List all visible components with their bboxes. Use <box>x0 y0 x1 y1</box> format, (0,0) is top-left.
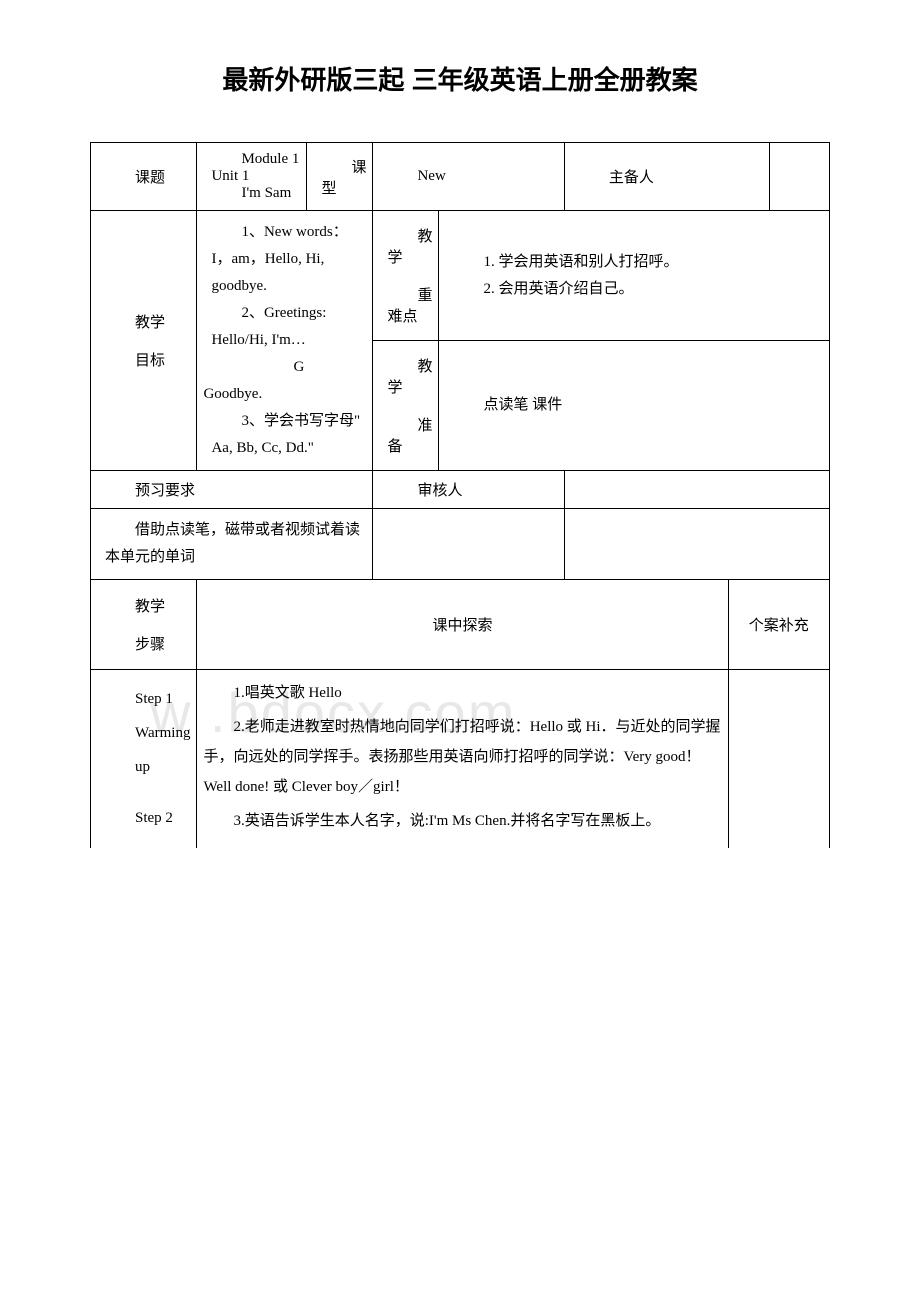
lesson-type-label: 课型 <box>307 143 373 211</box>
keypoints-label: 教学 重难点 <box>373 211 439 341</box>
step1-content: 1.唱英文歌 Hello 2.老师走进教室时热情地向同学们打招呼说：Hello … <box>197 670 728 849</box>
keypoints-content: 1. 学会用英语和别人打招呼。 2. 会用英语介绍自己。 <box>439 211 830 341</box>
table-row: 教学 步骤 课中探索 个案补充 <box>91 580 830 670</box>
reviewer-label: 审核人 <box>373 471 564 509</box>
preparation-content: 点读笔 课件 <box>439 341 830 471</box>
table-row: 预习要求 审核人 <box>91 471 830 509</box>
empty-cell <box>373 509 564 580</box>
supplement-label: 个案补充 <box>728 580 829 670</box>
objectives-content: 1、New words：I，am，Hello, Hi, goodbye. 2、G… <box>197 211 373 471</box>
steps-label: 教学 步骤 <box>91 580 197 670</box>
step1-label: Step 1 Warming up Step 2 <box>91 670 197 849</box>
preview-content: 借助点读笔，磁带或者视频试着读本单元的单词 <box>91 509 373 580</box>
preparation-label: 教学 准备 <box>373 341 439 471</box>
preparer-value <box>770 143 830 211</box>
steps-middle-label: 课中探索 <box>197 580 728 670</box>
step1-supplement <box>728 670 829 849</box>
table-row: 借助点读笔，磁带或者视频试着读本单元的单词 <box>91 509 830 580</box>
table-row: 教学 目标 1、New words：I，am，Hello, Hi, goodby… <box>91 211 830 341</box>
lesson-type-value: New <box>373 143 564 211</box>
table-row: Step 1 Warming up Step 2 1.唱英文歌 Hello 2.… <box>91 670 830 849</box>
reviewer-value <box>564 471 829 509</box>
document-title: 最新外研版三起 三年级英语上册全册教案 <box>90 60 830 97</box>
objectives-label: 教学 目标 <box>91 211 197 471</box>
lesson-title-label: 课题 <box>91 143 197 211</box>
lesson-title-value: Module 1 Unit 1 I'm Sam <box>197 143 307 211</box>
empty-cell <box>564 509 829 580</box>
preview-label: 预习要求 <box>91 471 373 509</box>
table-row: 课题 Module 1 Unit 1 I'm Sam 课型 New 主备人 <box>91 143 830 211</box>
preparer-label: 主备人 <box>564 143 769 211</box>
lesson-plan-table: 课题 Module 1 Unit 1 I'm Sam 课型 New 主备人 教学… <box>90 142 830 848</box>
